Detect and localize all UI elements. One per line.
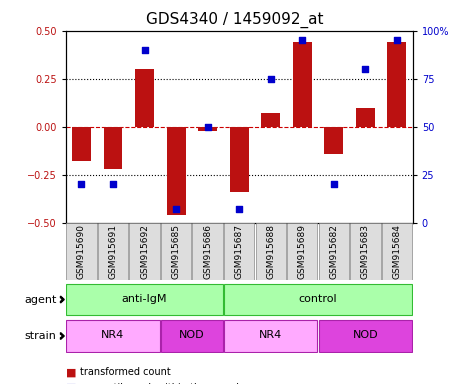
Text: GSM915684: GSM915684 [393, 224, 401, 279]
Bar [66, 320, 159, 352]
Text: GSM915688: GSM915688 [266, 224, 275, 280]
Bar [198, 127, 217, 131]
Bar [224, 284, 412, 315]
Point [204, 124, 212, 130]
Text: GSM915690: GSM915690 [77, 224, 86, 280]
Text: ■: ■ [66, 383, 76, 384]
Point [78, 181, 85, 187]
Bar [161, 320, 223, 352]
Text: ■: ■ [66, 367, 76, 377]
Text: NOD: NOD [353, 330, 378, 340]
Bar [261, 113, 280, 127]
Text: GSM915683: GSM915683 [361, 224, 370, 280]
Text: GSM915691: GSM915691 [108, 224, 118, 280]
Bar [230, 127, 249, 192]
Point [235, 206, 243, 212]
Text: agent: agent [24, 295, 56, 305]
Bar [224, 223, 254, 280]
Bar [224, 320, 318, 352]
Bar [325, 127, 343, 154]
Text: GDS4340 / 1459092_at: GDS4340 / 1459092_at [146, 12, 323, 28]
Point [267, 76, 274, 82]
Bar [161, 223, 191, 280]
Bar [66, 223, 97, 280]
Bar [129, 223, 159, 280]
Bar [319, 223, 349, 280]
Bar [192, 223, 223, 280]
Text: GSM915686: GSM915686 [203, 224, 212, 280]
Bar [135, 69, 154, 127]
Bar [104, 127, 122, 169]
Bar [166, 127, 186, 215]
Text: NOD: NOD [179, 330, 204, 340]
Bar [350, 223, 380, 280]
Text: transformed count: transformed count [80, 367, 170, 377]
Bar [356, 108, 375, 127]
Bar [387, 42, 407, 127]
Bar [293, 42, 312, 127]
Point [109, 181, 117, 187]
Text: GSM915682: GSM915682 [329, 224, 338, 279]
Text: percentile rank within the sample: percentile rank within the sample [80, 383, 245, 384]
Point [141, 47, 148, 53]
Bar [72, 127, 91, 161]
Point [330, 181, 338, 187]
Text: GSM915692: GSM915692 [140, 224, 149, 279]
Text: NR4: NR4 [259, 330, 282, 340]
Bar [256, 223, 286, 280]
Bar [287, 223, 318, 280]
Text: GSM915687: GSM915687 [234, 224, 244, 280]
Bar [98, 223, 128, 280]
Bar [382, 223, 412, 280]
Point [393, 37, 401, 43]
Point [299, 37, 306, 43]
Text: NR4: NR4 [101, 330, 125, 340]
Point [172, 206, 180, 212]
Text: anti-IgM: anti-IgM [122, 294, 167, 304]
Text: GSM915685: GSM915685 [172, 224, 181, 280]
Point [362, 66, 369, 72]
Text: strain: strain [24, 331, 56, 341]
Text: GSM915689: GSM915689 [298, 224, 307, 280]
Text: control: control [299, 294, 337, 304]
Bar [319, 320, 412, 352]
Bar [66, 284, 223, 315]
